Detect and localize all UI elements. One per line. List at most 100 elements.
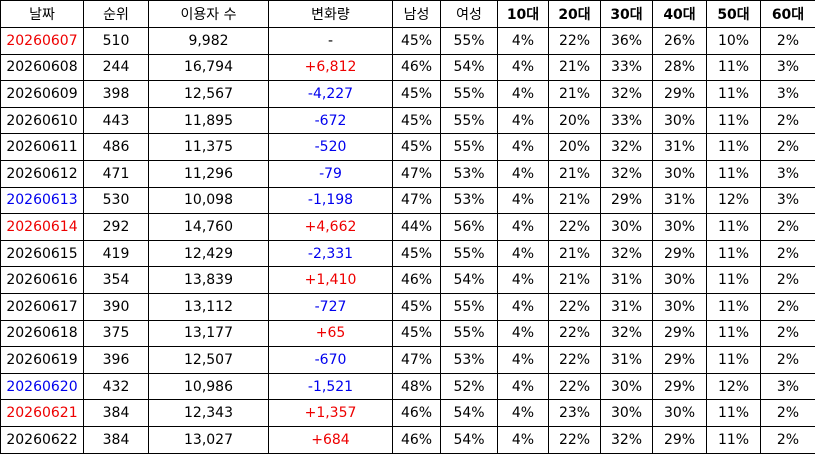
table-cell: 56% (440, 213, 498, 241)
table-cell: 21% (548, 266, 601, 294)
table-cell: 54% (440, 399, 498, 427)
table-cell: 21% (548, 80, 601, 108)
table-cell: 45% (392, 292, 441, 321)
change-cell: +4,662 (268, 213, 393, 241)
table-cell: 31% (652, 133, 707, 161)
header-cell: 이용자 수 (148, 0, 269, 28)
table-cell: 12,567 (148, 80, 269, 108)
table-cell: 20% (548, 133, 601, 161)
date-cell: 20260616 (0, 266, 84, 294)
table-cell: 11% (706, 346, 761, 374)
table-cell: 13,112 (148, 292, 269, 321)
table-cell: 11,895 (148, 106, 269, 135)
table-cell: 46% (392, 266, 441, 294)
table-cell: 52% (440, 372, 498, 401)
table-cell: 55% (440, 80, 498, 108)
table-cell: 9,982 (148, 27, 269, 55)
table-cell: 22% (548, 213, 601, 241)
table-cell: 4% (497, 372, 549, 401)
table-cell: 33% (600, 53, 653, 82)
table-cell: 2% (760, 239, 815, 268)
table-cell: 30% (652, 399, 707, 427)
table-cell: 30% (652, 213, 707, 241)
table-cell: 510 (83, 27, 149, 55)
table-cell: 22% (548, 292, 601, 321)
change-cell: +1,357 (268, 399, 393, 427)
table-cell: 419 (83, 239, 149, 268)
table-cell: 384 (83, 425, 149, 454)
date-cell: 20260620 (0, 372, 84, 401)
table-cell: 443 (83, 106, 149, 135)
header-cell: 50대 (706, 0, 761, 28)
date-cell: 20260621 (0, 399, 84, 427)
table-cell: 4% (497, 425, 549, 454)
table-cell: 31% (600, 292, 653, 321)
table-cell: 530 (83, 186, 149, 215)
table-cell: 29% (600, 186, 653, 215)
date-cell: 20260612 (0, 159, 84, 188)
table-row: 20260610 443 11,895 -672 45% 55% 4% 20% 33% 30% 11… (0, 106, 815, 135)
table-cell: 29% (652, 319, 707, 348)
table-cell: 46% (392, 425, 441, 454)
change-cell: -1,198 (268, 186, 393, 215)
table-cell: 4% (497, 27, 549, 55)
table-cell: 3% (760, 53, 815, 82)
table-cell: 53% (440, 186, 498, 215)
table-cell: 11% (706, 133, 761, 161)
change-cell: +684 (268, 425, 393, 454)
change-cell: - (268, 27, 393, 55)
table-cell: 45% (392, 80, 441, 108)
header-cell: 10대 (497, 0, 549, 28)
table-cell: 396 (83, 346, 149, 374)
date-cell: 20260607 (0, 27, 84, 55)
table-cell: 45% (392, 27, 441, 55)
table-cell: 2% (760, 133, 815, 161)
table-cell: 46% (392, 399, 441, 427)
table-row: 20260616 354 13,839 +1,410 46% 54% 4% 21% 31% 30%… (0, 266, 815, 294)
table-cell: 11% (706, 53, 761, 82)
table-cell: 30% (652, 159, 707, 188)
table-cell: 13,839 (148, 266, 269, 294)
table-cell: 4% (497, 133, 549, 161)
table-cell: 31% (600, 346, 653, 374)
table-cell: 4% (497, 213, 549, 241)
table-cell: 12,429 (148, 239, 269, 268)
table-cell: 2% (760, 106, 815, 135)
table-cell: 384 (83, 399, 149, 427)
table-cell: 46% (392, 53, 441, 82)
table-cell: 471 (83, 159, 149, 188)
table-cell: 244 (83, 53, 149, 82)
table-cell: 4% (497, 239, 549, 268)
table-cell: 11% (706, 106, 761, 135)
table-cell: 29% (652, 346, 707, 374)
header-cell: 날짜 (0, 0, 84, 28)
table-cell: 13,177 (148, 319, 269, 348)
table-cell: 432 (83, 372, 149, 401)
table-cell: 390 (83, 292, 149, 321)
table-cell: 2% (760, 213, 815, 241)
table-cell: 398 (83, 80, 149, 108)
table-cell: 22% (548, 372, 601, 401)
table-cell: 4% (497, 399, 549, 427)
table-cell: 2% (760, 292, 815, 321)
table-cell: 54% (440, 53, 498, 82)
table-cell: 354 (83, 266, 149, 294)
table-cell: 29% (652, 239, 707, 268)
table-cell: 32% (600, 239, 653, 268)
table-cell: 29% (652, 80, 707, 108)
table-cell: 44% (392, 213, 441, 241)
header-row: 날짜 순위 이용자 수 변화량 남성 여성 10대 20대 30대 40대 50대 60대 (0, 0, 815, 28)
date-cell: 20260609 (0, 80, 84, 108)
table-cell: 4% (497, 106, 549, 135)
table-cell: 4% (497, 292, 549, 321)
table-cell: 11% (706, 213, 761, 241)
table-cell: 47% (392, 346, 441, 374)
table-cell: 2% (760, 319, 815, 348)
table-cell: 4% (497, 319, 549, 348)
table-cell: 12,343 (148, 399, 269, 427)
header-cell: 20대 (548, 0, 601, 28)
table-body: 20260607 510 9,982-45% 55% 4% 22% 36% 26% 10% 2% 2… (0, 27, 815, 454)
table-row: 20260613 530 10,098 -1,198 47% 53% 4% 21% 29% 31%… (0, 186, 815, 215)
table-row: 20260621 384 12,343 +1,357 46% 54% 4% 23% 30% 30%… (0, 399, 815, 427)
